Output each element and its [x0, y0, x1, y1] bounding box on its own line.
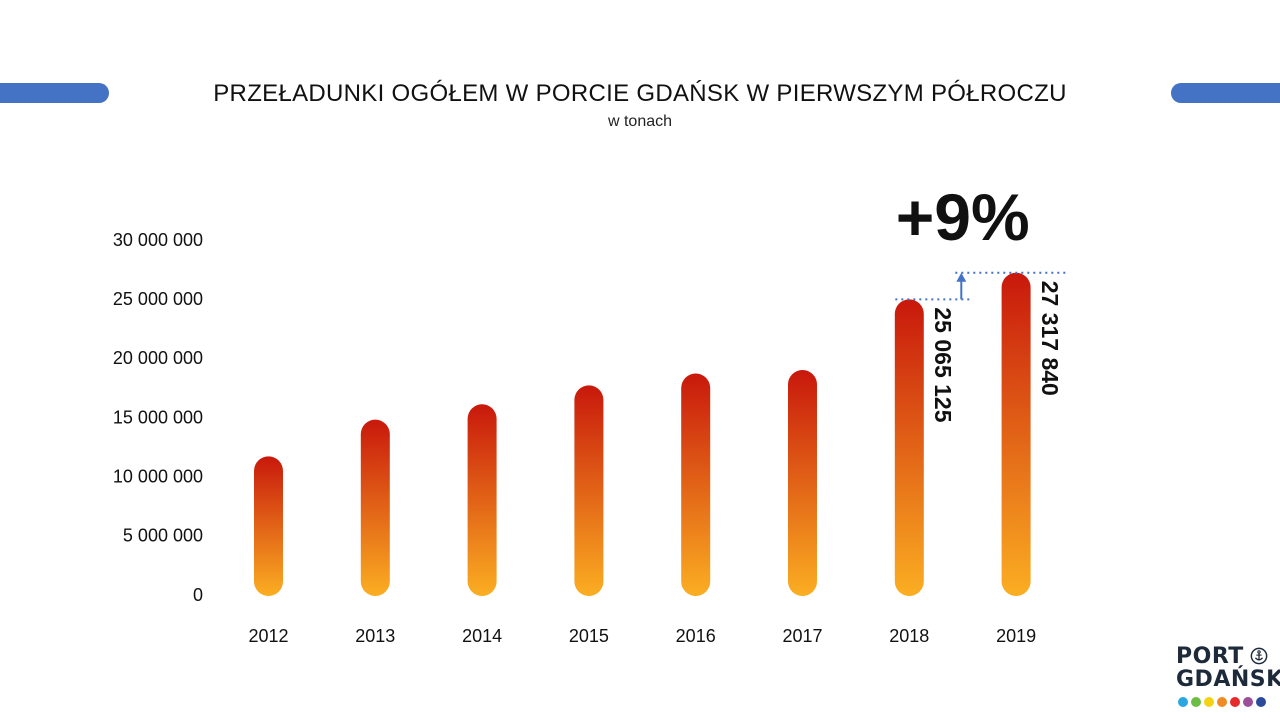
arrow-up-icon: [956, 272, 967, 282]
bar-2015: [574, 385, 604, 596]
logo-color-dots: [1178, 697, 1266, 707]
logo-dot: [1217, 697, 1227, 707]
bar-2012: [254, 456, 283, 596]
x-tick-label: 2014: [462, 626, 502, 646]
x-tick-label: 2019: [996, 626, 1036, 646]
bar-2014: [467, 404, 497, 596]
logo-dot: [1256, 697, 1266, 707]
logo-line-2: GDAŃSK: [1176, 667, 1280, 692]
logo-dot: [1230, 697, 1240, 707]
logo-dot: [1178, 697, 1188, 707]
bar-2013: [360, 419, 390, 596]
decorative-bar-left: [0, 83, 109, 103]
y-tick-label: 15 000 000: [113, 407, 203, 427]
x-tick-label: 2015: [569, 626, 609, 646]
decorative-bar-right: [1171, 83, 1280, 103]
data-label-2018: 25 065 125: [930, 307, 956, 422]
bar-2017: [788, 369, 817, 596]
logo-dot: [1191, 697, 1201, 707]
bars: [254, 272, 1031, 596]
y-tick-label: 10 000 000: [113, 466, 203, 486]
y-tick-label: 30 000 000: [113, 230, 203, 250]
growth-annotation: +9%: [895, 180, 1067, 301]
bar-2018: [894, 299, 924, 596]
logo-line-1: PORT: [1176, 644, 1244, 669]
y-tick-label: 20 000 000: [113, 348, 203, 368]
x-tick-label: 2016: [676, 626, 716, 646]
data-label-2019: 27 317 840: [1037, 281, 1063, 396]
x-tick-label: 2017: [782, 626, 822, 646]
chart-subtitle: w tonach: [607, 113, 673, 130]
growth-percentage: +9%: [896, 180, 1030, 254]
y-tick-label: 5 000 000: [123, 526, 203, 546]
bar-2019: [1001, 272, 1031, 596]
x-tick-label: 2013: [355, 626, 395, 646]
x-tick-label: 2018: [889, 626, 929, 646]
data-labels: 25 065 125 27 317 840: [930, 281, 1063, 423]
anchor-icon: [1250, 647, 1268, 665]
port-gdansk-logo: PORT GDAŃSK: [1176, 644, 1280, 715]
x-axis: 2012 2013 2014 2015 2016 2017 2018 2019: [248, 626, 1036, 646]
y-tick-label: 25 000 000: [113, 289, 203, 309]
chart-title: PRZEŁADUNKI OGÓŁEM W PORCIE GDAŃSK W PIE…: [213, 80, 1067, 107]
x-tick-label: 2012: [248, 626, 288, 646]
y-tick-label: 0: [193, 585, 203, 605]
bar-2016: [681, 373, 711, 596]
logo-dot: [1243, 697, 1253, 707]
y-axis: 0 5 000 000 10 000 000 15 000 000 20 000 000…: [113, 230, 203, 605]
logo-dot: [1204, 697, 1214, 707]
